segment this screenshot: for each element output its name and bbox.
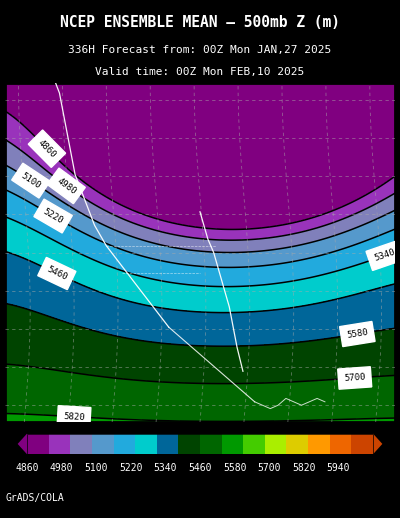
Text: 5580: 5580 <box>346 328 369 340</box>
Bar <box>265 434 286 454</box>
Polygon shape <box>373 434 382 454</box>
Bar <box>27 434 49 454</box>
Text: 5340: 5340 <box>154 463 177 473</box>
Text: 5100: 5100 <box>20 171 42 190</box>
Text: 5460: 5460 <box>45 265 68 282</box>
Text: 4980: 4980 <box>50 463 73 473</box>
Text: 5340: 5340 <box>373 248 396 263</box>
Text: 5220: 5220 <box>119 463 142 473</box>
Polygon shape <box>18 434 27 454</box>
Text: 4980: 4980 <box>55 176 78 196</box>
Text: 336H Forecast from: 00Z Mon JAN,27 2025: 336H Forecast from: 00Z Mon JAN,27 2025 <box>68 45 332 55</box>
Text: 5820: 5820 <box>292 463 316 473</box>
Bar <box>157 434 178 454</box>
Bar <box>308 434 330 454</box>
Bar <box>330 434 351 454</box>
Bar <box>92 434 114 454</box>
Text: 5460: 5460 <box>188 463 212 473</box>
Text: 5100: 5100 <box>84 463 108 473</box>
Bar <box>70 434 92 454</box>
Bar <box>178 434 200 454</box>
Bar <box>286 434 308 454</box>
Bar <box>222 434 243 454</box>
Text: 4860: 4860 <box>36 138 58 160</box>
Text: 5220: 5220 <box>42 207 65 225</box>
Text: 4860: 4860 <box>15 463 39 473</box>
Text: 5700: 5700 <box>344 373 366 383</box>
Bar <box>200 434 222 454</box>
Bar <box>351 434 373 454</box>
Text: 5580: 5580 <box>223 463 246 473</box>
Text: 5820: 5820 <box>63 412 85 422</box>
Text: 5940: 5940 <box>327 463 350 473</box>
Bar <box>49 434 70 454</box>
Text: GrADS/COLA: GrADS/COLA <box>6 493 65 503</box>
Text: 5700: 5700 <box>258 463 281 473</box>
Bar <box>135 434 157 454</box>
Text: NCEP ENSEMBLE MEAN – 500mb Z (m): NCEP ENSEMBLE MEAN – 500mb Z (m) <box>60 15 340 30</box>
Bar <box>243 434 265 454</box>
Bar <box>114 434 135 454</box>
Text: Valid time: 00Z Mon FEB,10 2025: Valid time: 00Z Mon FEB,10 2025 <box>95 67 305 77</box>
